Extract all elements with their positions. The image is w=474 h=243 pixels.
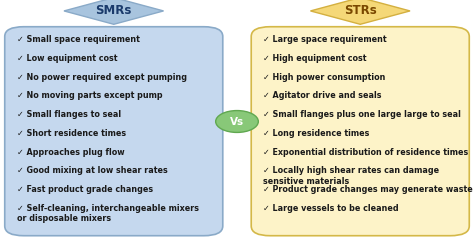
- Text: ✓ No power required except pumping: ✓ No power required except pumping: [17, 73, 187, 82]
- Circle shape: [216, 111, 258, 132]
- Text: Vs: Vs: [230, 116, 244, 127]
- Text: ✓ Agitator drive and seals: ✓ Agitator drive and seals: [263, 91, 382, 100]
- Text: ✓ Fast product grade changes: ✓ Fast product grade changes: [17, 185, 153, 194]
- Text: ✓ Small flanges plus one large large to seal: ✓ Small flanges plus one large large to …: [263, 110, 461, 119]
- Text: ✓ Low equipment cost: ✓ Low equipment cost: [17, 54, 117, 63]
- Text: ✓ Short residence times: ✓ Short residence times: [17, 129, 126, 138]
- Text: ✓ Small flanges to seal: ✓ Small flanges to seal: [17, 110, 121, 119]
- Text: ✓ Small space requirement: ✓ Small space requirement: [17, 35, 139, 44]
- Polygon shape: [310, 0, 410, 24]
- Text: ✓ No moving parts except pump: ✓ No moving parts except pump: [17, 91, 162, 100]
- FancyBboxPatch shape: [5, 27, 223, 236]
- Text: ✓ High power consumption: ✓ High power consumption: [263, 73, 385, 82]
- Text: ✓ Long residence times: ✓ Long residence times: [263, 129, 369, 138]
- Text: ✓ Self-cleaning, interchangeable mixers
or disposable mixers: ✓ Self-cleaning, interchangeable mixers …: [17, 204, 199, 223]
- Text: ✓ Large vessels to be cleaned: ✓ Large vessels to be cleaned: [263, 204, 399, 213]
- Text: ✓ Product grade changes may generate waste: ✓ Product grade changes may generate was…: [263, 185, 473, 194]
- Text: STRs: STRs: [344, 4, 377, 17]
- Text: ✓ Approaches plug flow: ✓ Approaches plug flow: [17, 148, 124, 156]
- Text: ✓ Exponential distribution of residence times: ✓ Exponential distribution of residence …: [263, 148, 468, 156]
- Polygon shape: [64, 0, 164, 24]
- Text: ✓ Good mixing at low shear rates: ✓ Good mixing at low shear rates: [17, 166, 167, 175]
- FancyBboxPatch shape: [251, 27, 469, 236]
- Text: ✓ Locally high shear rates can damage
sensitive materials: ✓ Locally high shear rates can damage se…: [263, 166, 439, 186]
- Text: ✓ Large space requirement: ✓ Large space requirement: [263, 35, 387, 44]
- Text: SMRs: SMRs: [96, 4, 132, 17]
- Text: ✓ High equipment cost: ✓ High equipment cost: [263, 54, 366, 63]
